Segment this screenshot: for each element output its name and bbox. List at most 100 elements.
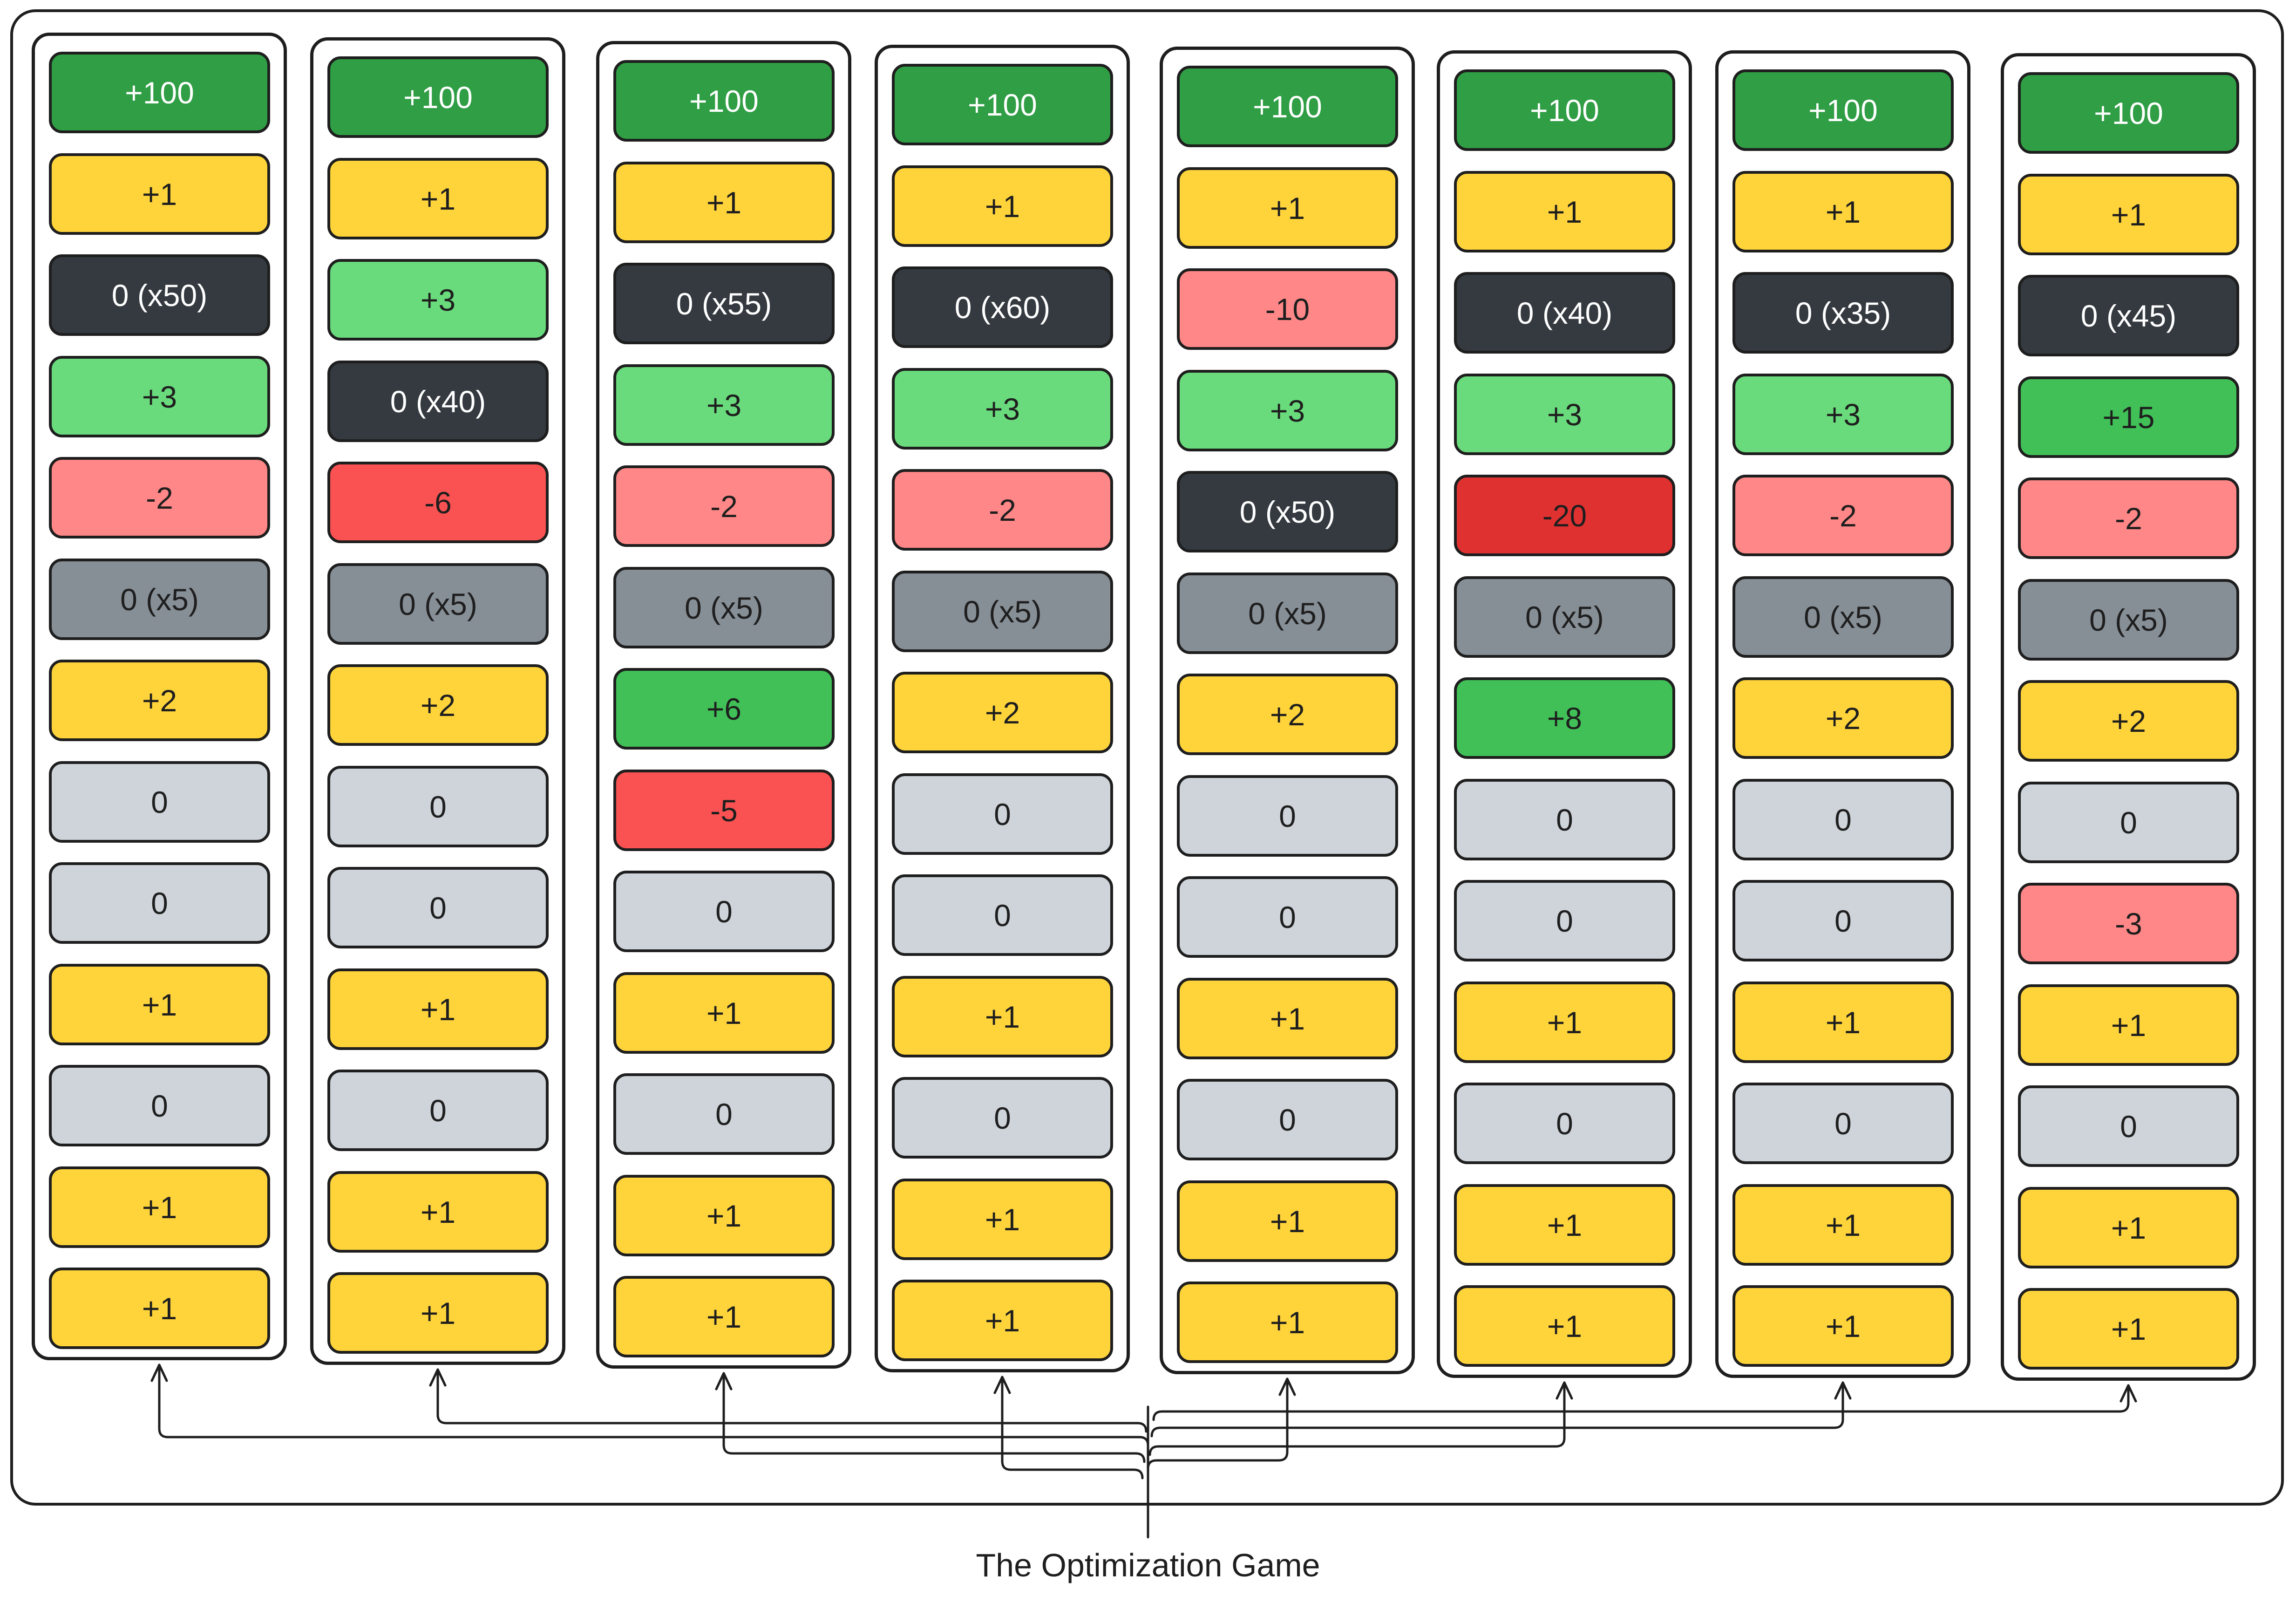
value-cell: 0 (x5) — [327, 563, 549, 645]
column-1: +100 +1 0 (x50) +3 -2 0 (x5) +2 0 0 +1 0 +1 +1 — [32, 33, 287, 1360]
connector-line — [158, 1363, 1149, 1447]
value-cell: 0 — [613, 871, 835, 952]
value-cell: +1 — [49, 964, 270, 1045]
value-cell: +100 — [327, 56, 549, 138]
value-cell: +3 — [1454, 374, 1675, 455]
value-cell: 0 (x5) — [2018, 579, 2239, 661]
value-cell: +6 — [613, 668, 835, 750]
value-cell: +2 — [2018, 680, 2239, 762]
value-cell: +2 — [892, 672, 1113, 753]
value-cell: 0 — [2018, 1085, 2239, 1167]
value-cell: +1 — [327, 968, 549, 1050]
value-cell: 0 (x5) — [892, 571, 1113, 652]
value-cell: +100 — [49, 52, 270, 133]
value-cell: +3 — [49, 356, 270, 437]
value-cell: 0 — [1732, 779, 1954, 860]
value-cell: 0 — [1732, 880, 1954, 961]
value-cell: +100 — [2018, 72, 2239, 154]
value-cell: -5 — [613, 770, 835, 851]
diagram-caption: The Optimization Game — [976, 1547, 1320, 1583]
connector-line — [436, 1368, 1148, 1433]
value-cell: 0 (x60) — [892, 266, 1113, 348]
value-cell: -2 — [2018, 477, 2239, 559]
value-cell: +1 — [1454, 1184, 1675, 1266]
connector-line — [1001, 1376, 1144, 1479]
arrow-head-icon — [1556, 1381, 1573, 1400]
arrow-head-icon — [993, 1376, 1011, 1394]
value-cell: +1 — [613, 1276, 835, 1357]
value-cell: 0 (x50) — [1177, 471, 1398, 552]
value-cell: +100 — [1454, 69, 1675, 151]
value-cell: +1 — [2018, 984, 2239, 1066]
value-cell: +1 — [613, 1175, 835, 1256]
column-6: +100 +1 0 (x40) +3 -20 0 (x5) +8 0 0 +1 0 +1 +1 — [1437, 50, 1692, 1378]
value-cell: -10 — [1177, 268, 1398, 350]
value-cell: 0 — [1177, 775, 1398, 857]
value-cell: +2 — [1732, 677, 1954, 759]
value-cell: 0 — [1177, 876, 1398, 958]
value-cell: 0 — [1454, 880, 1675, 961]
value-cell: 0 — [1454, 779, 1675, 860]
value-cell: 0 — [613, 1073, 835, 1155]
value-cell: 0 (x5) — [1454, 576, 1675, 658]
arrow-head-icon — [1834, 1381, 1852, 1400]
value-cell: +1 — [49, 153, 270, 235]
value-cell: +1 — [49, 1166, 270, 1248]
value-cell: 0 — [2018, 782, 2239, 863]
value-cell: 0 — [49, 862, 270, 944]
value-cell: +3 — [892, 368, 1113, 450]
value-cell: +1 — [613, 972, 835, 1054]
value-cell: +1 — [2018, 174, 2239, 255]
value-cell: +1 — [1454, 171, 1675, 252]
value-cell: -20 — [1454, 475, 1675, 556]
value-cell: +100 — [892, 64, 1113, 145]
connector-line — [1152, 1384, 2130, 1421]
arrow-head-icon — [1278, 1377, 1296, 1396]
column-3: +100 +1 0 (x55) +3 -2 0 (x5) +6 -5 0 +1 0 +1 +1 — [596, 41, 851, 1369]
value-cell: +2 — [49, 660, 270, 741]
value-cell: 0 (x55) — [613, 263, 835, 344]
value-cell: +3 — [1732, 374, 1954, 455]
value-cell: 0 (x5) — [1177, 573, 1398, 654]
value-cell: +1 — [613, 162, 835, 243]
value-cell: +1 — [1177, 167, 1398, 249]
value-cell: 0 (x45) — [2018, 275, 2239, 356]
arrow-head-icon — [715, 1372, 733, 1391]
arrow-head-icon — [2119, 1384, 2137, 1403]
column-2: +100 +1 +3 0 (x40) -6 0 (x5) +2 0 0 +1 0 +1 +1 — [310, 37, 565, 1365]
value-cell: 0 (x5) — [1732, 576, 1954, 658]
value-cell: +1 — [2018, 1288, 2239, 1370]
value-cell: 0 — [892, 1077, 1113, 1159]
value-cell: -2 — [613, 465, 835, 547]
value-cell: 0 (x5) — [49, 559, 270, 640]
value-cell: 0 — [892, 773, 1113, 855]
value-cell: +3 — [1177, 370, 1398, 451]
value-cell: -2 — [892, 469, 1113, 551]
value-cell: +1 — [1732, 171, 1954, 252]
value-cell: 0 — [1177, 1079, 1398, 1160]
value-cell: 0 (x5) — [613, 567, 835, 648]
value-cell: +1 — [1732, 1184, 1954, 1266]
value-cell: 0 — [327, 766, 549, 847]
value-cell: +8 — [1454, 677, 1675, 759]
value-cell: 0 (x40) — [1454, 272, 1675, 354]
value-cell: +1 — [327, 1171, 549, 1253]
column-7: +100 +1 0 (x35) +3 -2 0 (x5) +2 0 0 +1 0 +1 +1 — [1715, 50, 1970, 1378]
value-cell: +1 — [892, 976, 1113, 1057]
value-cell: 0 — [1732, 1083, 1954, 1164]
value-cell: +1 — [2018, 1187, 2239, 1268]
value-cell: +3 — [613, 364, 835, 446]
value-cell: +1 — [1454, 982, 1675, 1063]
arrow-head-icon — [429, 1368, 447, 1387]
connector-line — [1150, 1381, 1844, 1438]
value-cell: 0 — [327, 1070, 549, 1151]
value-cell: 0 — [1454, 1083, 1675, 1164]
value-cell: -6 — [327, 462, 549, 543]
value-cell: +1 — [1177, 1180, 1398, 1262]
value-cell: 0 (x50) — [49, 254, 270, 336]
value-cell: +100 — [613, 60, 835, 142]
value-cell: 0 — [49, 1065, 270, 1146]
value-cell: +1 — [1732, 1285, 1954, 1367]
value-cell: +2 — [1177, 674, 1398, 755]
